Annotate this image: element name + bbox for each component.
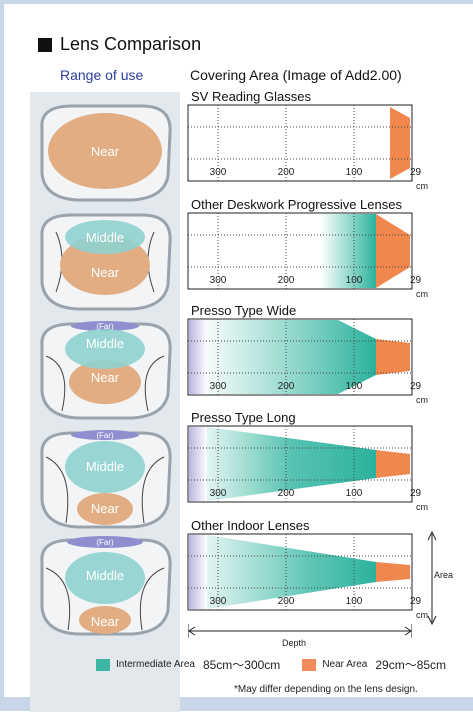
coverage-chart-presso-long: 300 200 100 29 cm <box>187 425 428 512</box>
far-area-shape <box>189 320 207 394</box>
depth-axis-label: Depth <box>282 638 307 648</box>
near-area-shape <box>376 339 410 375</box>
tick-300: 300 <box>210 381 227 392</box>
lens2-middle-label: Middle <box>86 230 124 245</box>
tick-300: 300 <box>210 275 227 286</box>
tick-200: 200 <box>278 275 295 286</box>
tick-29: 29 <box>410 275 422 286</box>
lens5-near-label: Near <box>91 614 120 629</box>
tick-29: 29 <box>410 381 422 392</box>
covering-area-heading: Covering Area (Image of Add2.00) <box>190 67 402 83</box>
tick-100: 100 <box>346 275 363 286</box>
depth-arrow <box>188 624 412 638</box>
legend: Intermediate Area 85cm～300cm Near Area 2… <box>96 656 468 673</box>
coverage-chart-indoor: 300 200 100 29 cm <box>187 533 428 620</box>
tick-200: 200 <box>278 167 295 178</box>
near-area-shape <box>376 214 410 288</box>
page-title: Lens Comparison <box>38 34 201 55</box>
lens-illustration-presso-wide: (Far) Middle Near <box>40 321 172 420</box>
far-area-shape <box>189 427 207 501</box>
near-area-shape <box>376 562 410 582</box>
tick-100: 100 <box>346 381 363 392</box>
near-area-shape <box>390 107 410 179</box>
lens5-middle-label: Middle <box>86 568 124 583</box>
range-of-use-heading: Range of use <box>60 67 144 83</box>
lens4-far-label: (Far) <box>96 431 114 440</box>
frame-edge-top <box>0 0 473 4</box>
lens4-middle-label: Middle <box>86 459 124 474</box>
unit-cm: cm <box>416 181 428 191</box>
tick-29: 29 <box>410 167 422 178</box>
chart-title-presso-long: Presso Type Long <box>191 410 296 425</box>
unit-cm: cm <box>416 289 428 299</box>
lens3-middle-label: Middle <box>86 336 124 351</box>
chart-title-deskwork: Other Deskwork Progressive Lenses <box>191 197 402 212</box>
intermediate-area-shape <box>207 427 376 501</box>
tick-200: 200 <box>278 381 295 392</box>
tick-100: 100 <box>346 596 363 607</box>
coverage-chart-sv-reading: 300 200 100 29 cm <box>187 104 428 191</box>
tick-29: 29 <box>410 488 422 499</box>
tick-300: 300 <box>210 596 227 607</box>
tick-200: 200 <box>278 596 295 607</box>
lens-illustration-indoor: (Far) Middle Near <box>40 536 172 636</box>
lens3-far-label: (Far) <box>96 322 114 331</box>
intermediate-area-shape <box>207 320 376 394</box>
page-title-text: Lens Comparison <box>60 34 202 54</box>
intermediate-legend-label: Intermediate Area <box>116 659 195 670</box>
near-range: 29cm～85cm <box>375 658 447 672</box>
footnote: *May differ depending on the lens design… <box>234 684 418 695</box>
tick-300: 300 <box>210 167 227 178</box>
intermediate-range: 85cm～300cm <box>202 658 281 672</box>
lens2-near-label: Near <box>91 265 120 280</box>
coverage-chart-deskwork: 300 200 100 29 cm <box>187 212 428 299</box>
near-area-shape <box>376 450 410 478</box>
tick-29: 29 <box>410 596 422 607</box>
tick-100: 100 <box>346 167 363 178</box>
near-swatch <box>302 658 317 671</box>
intermediate-swatch <box>96 658 110 671</box>
near-legend-label: Near Area <box>322 659 368 670</box>
lens-illustration-deskwork: Middle Near <box>40 213 172 311</box>
area-arrow <box>427 530 437 626</box>
coverage-chart-presso-wide: 300 200 100 29 cm <box>187 318 428 405</box>
frame-edge-left <box>0 0 4 711</box>
title-square-icon <box>38 37 52 52</box>
area-axis-label: Area <box>434 570 454 580</box>
lens-illustration-presso-long: (Far) Middle Near <box>40 430 172 529</box>
lens-illustration-sv-reading: Near <box>40 104 172 202</box>
tick-200: 200 <box>278 488 295 499</box>
lens4-near-label: Near <box>91 501 120 516</box>
unit-cm: cm <box>416 502 428 512</box>
intermediate-area-shape <box>207 535 376 609</box>
lens1-near-label: Near <box>91 144 120 159</box>
lens5-far-label: (Far) <box>96 538 114 547</box>
chart-title-sv-reading: SV Reading Glasses <box>191 89 311 104</box>
chart-title-indoor: Other Indoor Lenses <box>191 518 310 533</box>
tick-100: 100 <box>346 488 363 499</box>
chart-title-presso-wide: Presso Type Wide <box>191 303 297 318</box>
tick-300: 300 <box>210 488 227 499</box>
intermediate-area-shape <box>320 214 376 288</box>
unit-cm: cm <box>416 610 428 620</box>
far-area-shape <box>189 535 207 609</box>
unit-cm: cm <box>416 395 428 405</box>
lens3-near-label: Near <box>91 370 120 385</box>
